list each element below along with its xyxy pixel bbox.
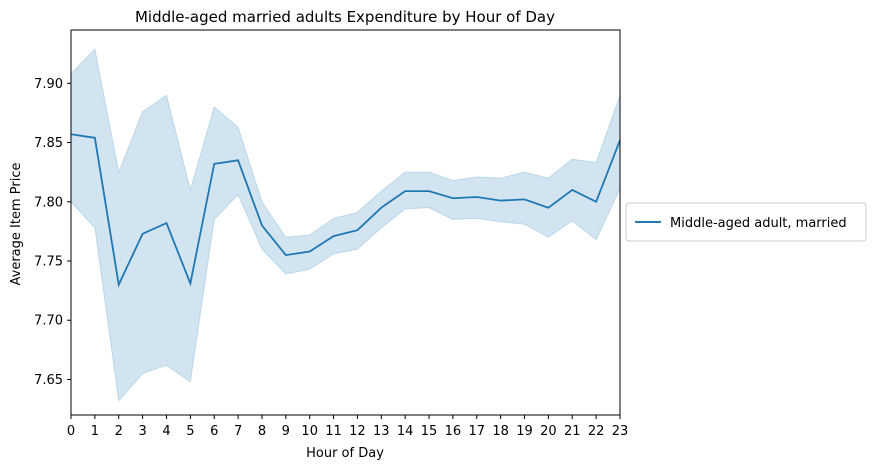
x-tick-label: 19 xyxy=(516,424,533,439)
x-tick-label: 15 xyxy=(421,424,438,439)
x-tick-label: 8 xyxy=(258,424,266,439)
confidence-band-layer xyxy=(70,47,621,402)
x-tick-label: 18 xyxy=(492,424,509,439)
y-tick-label: 7.90 xyxy=(34,77,63,92)
confidence-band xyxy=(70,47,621,402)
x-tick-label: 11 xyxy=(325,424,342,439)
x-tick-label: 16 xyxy=(445,424,462,439)
x-tick-label: 20 xyxy=(540,424,557,439)
x-tick-label: 21 xyxy=(564,424,581,439)
x-tick-label: 10 xyxy=(301,424,318,439)
series-line-layer xyxy=(70,133,621,288)
x-tick-label: 6 xyxy=(210,424,218,439)
x-tick-label: 0 xyxy=(67,424,75,439)
series-line xyxy=(70,133,621,288)
x-tick-label: 5 xyxy=(186,424,194,439)
x-tick-label: 1 xyxy=(91,424,99,439)
x-tick-label: 23 xyxy=(612,424,629,439)
y-tick-label: 7.85 xyxy=(34,136,63,151)
x-axis-ticks: 0 1 2 3 4 5 6 7 8 9 10 11 12 13 14 15 16 17 18 19 20 21 22 23 xyxy=(67,415,628,439)
legend: Middle-aged adult, married xyxy=(625,202,867,242)
x-axis-label: Hour of Day xyxy=(306,446,384,461)
y-tick-label: 7.75 xyxy=(34,255,63,270)
x-tick-label: 7 xyxy=(234,424,242,439)
x-tick-label: 9 xyxy=(282,424,290,439)
x-tick-label: 2 xyxy=(115,424,123,439)
x-tick-label: 22 xyxy=(588,424,605,439)
legend-entry-label: Middle-aged adult, married xyxy=(670,216,847,231)
y-tick-label: 7.80 xyxy=(34,195,63,210)
x-tick-label: 4 xyxy=(162,424,170,439)
y-tick-label: 7.65 xyxy=(34,373,63,388)
axes-frame xyxy=(70,29,621,416)
y-axis-label: Average Item Price xyxy=(9,163,24,286)
x-tick-label: 12 xyxy=(349,424,366,439)
y-axis-ticks: 7.65 7.70 7.75 7.80 7.85 7.90 xyxy=(34,77,71,388)
x-tick-label: 14 xyxy=(397,424,414,439)
x-tick-label: 13 xyxy=(373,424,390,439)
legend-box xyxy=(625,202,867,242)
plot-area xyxy=(70,29,621,416)
y-tick-label: 7.70 xyxy=(34,314,63,329)
chart-title: Middle-aged married adults Expenditure b… xyxy=(135,8,555,26)
x-tick-label: 3 xyxy=(138,424,146,439)
x-tick-label: 17 xyxy=(469,424,486,439)
